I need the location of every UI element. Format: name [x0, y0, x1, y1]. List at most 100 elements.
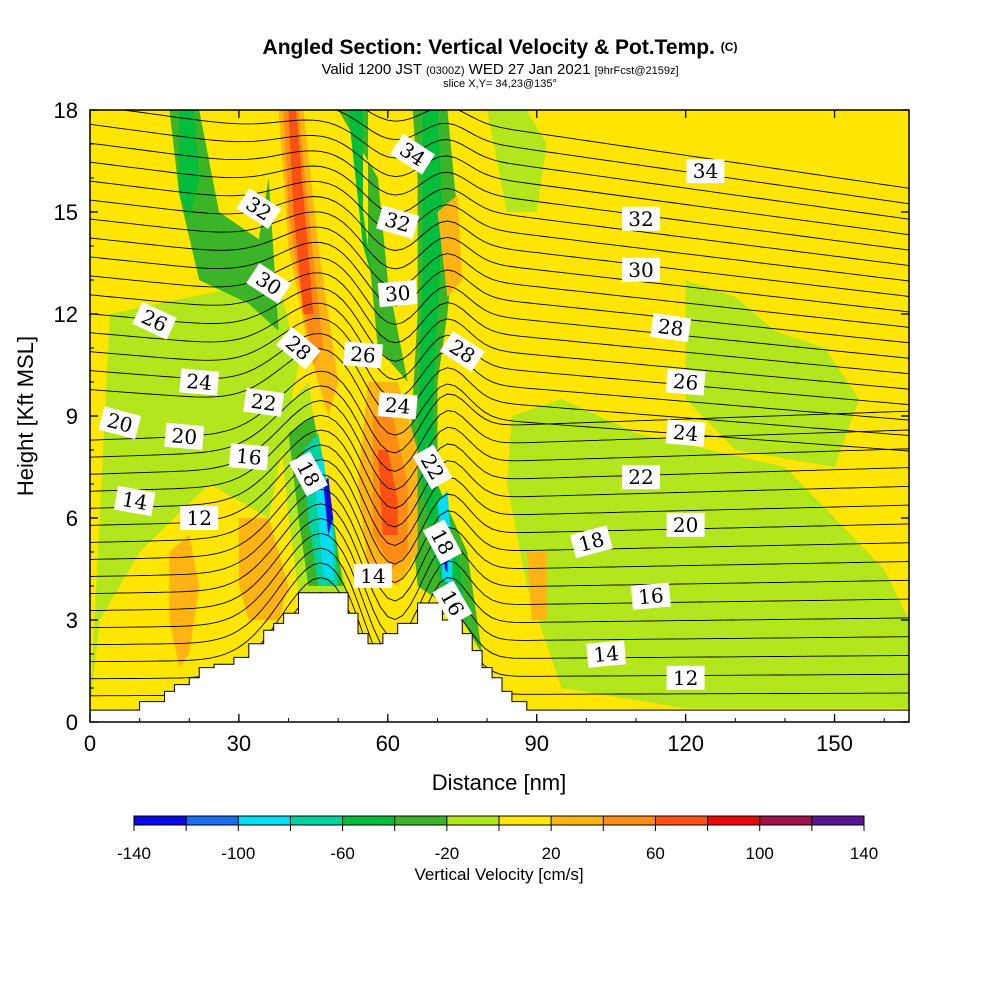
- colorbar-swatch: [759, 816, 813, 825]
- contour-label-box: [113, 485, 156, 517]
- x-axis-label: Distance [nm]: [432, 770, 567, 795]
- y-tick-label: 15: [54, 200, 78, 225]
- colorbar-title: Vertical Velocity [cm/s]: [414, 865, 583, 884]
- contour-label: 20: [98, 406, 142, 440]
- isentrope-line: [90, 142, 909, 251]
- contour-label-text: 14: [120, 487, 149, 515]
- contour-label-box: [288, 451, 328, 497]
- x-tick-label: 120: [667, 731, 704, 756]
- contour-label-text: 16: [235, 444, 262, 470]
- isentrope-line: [90, 211, 909, 313]
- contour-label-box: [686, 159, 725, 184]
- chart-subtitle: Valid 1200 JST (0300Z) WED 27 Jan 2021 […: [0, 61, 1000, 78]
- contour-label-box: [412, 444, 453, 490]
- velocity-region: [348, 110, 373, 280]
- contour-label-text: 34: [693, 159, 718, 183]
- isentrope-line: [335, 110, 909, 205]
- contour-label-box: [650, 313, 692, 343]
- isentrope-line: [90, 518, 909, 639]
- y-tick-label: 12: [54, 302, 78, 327]
- contour-label-box: [665, 368, 706, 396]
- contour-label-box: [343, 341, 383, 369]
- contour-label-text: 24: [672, 420, 699, 446]
- colorbar-swatch: [446, 816, 500, 825]
- contour-label: 26: [665, 368, 706, 396]
- contour-label-text: 14: [360, 564, 385, 588]
- colorbar-swatch: [811, 816, 865, 825]
- colorbar-tick-label: -140: [117, 844, 151, 863]
- contour-label-box: [246, 262, 292, 304]
- slice-info: slice X,Y= 34,23@135°: [443, 78, 557, 90]
- isentrope-line: [90, 429, 909, 528]
- isentrope-line: [90, 257, 909, 359]
- contour-label: 22: [622, 465, 660, 490]
- chart-title-text: Angled Section: Vertical Velocity & Pot.…: [262, 36, 715, 59]
- colorbar-tick-label: 20: [542, 844, 561, 863]
- y-tick-label: 6: [66, 506, 78, 531]
- axes: 0 30 60 90 120 150 0 3 6 9 12 15 18: [54, 98, 909, 756]
- isentrope-line: [90, 562, 909, 695]
- terrain-profile: [89, 592, 910, 723]
- contour-label-text: 12: [673, 666, 698, 690]
- y-tick-label: 3: [66, 608, 78, 633]
- isentrope-line: [90, 473, 909, 583]
- y-tick-label: 9: [66, 404, 78, 429]
- isentrope-line: [90, 400, 909, 491]
- contour-label-text: 20: [171, 423, 198, 449]
- valid-time: Valid 1200 JST: [321, 61, 422, 78]
- colorbar-swatch: [551, 816, 604, 825]
- isentrope-line: [90, 488, 909, 602]
- contour-label: 16: [228, 443, 269, 471]
- isentrope-line: [90, 317, 909, 421]
- colorbar-swatch: [186, 816, 239, 825]
- isentrope-line: [90, 503, 909, 620]
- contour-label-text: 32: [628, 207, 653, 231]
- colorbar-swatch: [499, 816, 552, 825]
- contour-label: 30: [377, 279, 418, 308]
- y-axis-label: Height [Kft MSL]: [13, 336, 38, 496]
- contour-label: 14: [586, 640, 627, 668]
- contour-label: 30: [622, 257, 660, 282]
- contour-label-box: [586, 640, 627, 668]
- x-tick-label: 90: [524, 731, 548, 756]
- isentrope-line: [90, 287, 909, 390]
- velocity-region: [685, 280, 860, 467]
- contour-label-box: [236, 188, 282, 230]
- contour-label-text: 14: [592, 641, 619, 667]
- contour-label-box: [630, 582, 671, 610]
- colorbar-swatch: [394, 816, 448, 825]
- isentrope-line: [90, 459, 909, 565]
- isentrope-line: [90, 385, 909, 472]
- terrain: [89, 592, 910, 723]
- colorbar-swatch: [290, 816, 343, 825]
- contour-label: 24: [665, 419, 706, 447]
- contour-label-box: [622, 257, 660, 282]
- isentrope-line: [90, 414, 909, 509]
- contour-label-box: [180, 506, 219, 530]
- velocity-region: [377, 450, 398, 535]
- colorbar-swatch: [707, 816, 761, 825]
- contour-label-box: [666, 512, 705, 537]
- contour-label-text: 30: [384, 281, 411, 307]
- contour-label-text: 22: [628, 465, 653, 489]
- isentrope-line: [90, 123, 909, 236]
- colorbar-tick-label: 60: [646, 844, 665, 863]
- isentrope-line: [90, 532, 909, 658]
- colorbar-tick-label: -100: [221, 844, 255, 863]
- y-tick-label: 18: [54, 98, 78, 123]
- colorbar-swatch: [342, 816, 396, 825]
- contour-label-box: [376, 205, 420, 239]
- contour-label-text: 26: [672, 369, 699, 395]
- isentrope-line: [90, 370, 909, 454]
- isentrope-lines: [90, 110, 909, 709]
- isentrope-line: [90, 161, 909, 267]
- contour-label-box: [377, 279, 418, 308]
- contour-label-text: 12: [186, 506, 211, 530]
- contour-label-text: 30: [628, 258, 653, 282]
- y-tick-label: 0: [66, 710, 78, 735]
- contour-label: 22: [243, 387, 285, 417]
- contour-label: 14: [113, 485, 156, 517]
- contour-label-text: 24: [384, 393, 411, 419]
- isentrope-line: [90, 241, 909, 344]
